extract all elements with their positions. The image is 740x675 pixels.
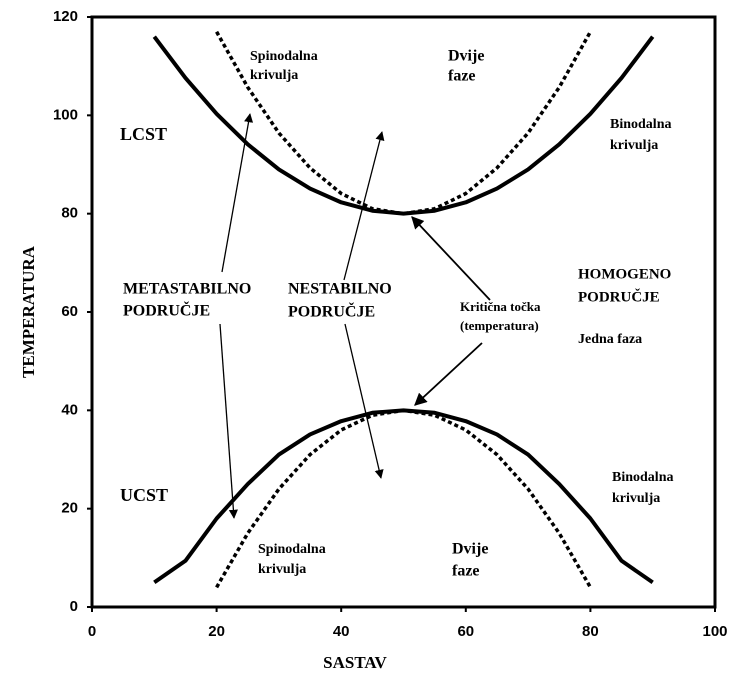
y-tick-label: 80 xyxy=(61,205,78,222)
annotation: faze xyxy=(448,68,476,85)
annotation: faze xyxy=(452,563,480,580)
arrow xyxy=(344,323,384,479)
annotation: Spinodalna xyxy=(258,542,326,557)
y-tick-label: 40 xyxy=(61,401,78,418)
x-axis-label: SASTAV xyxy=(323,653,387,672)
annotation: NESTABILNO xyxy=(288,281,392,298)
annotation: PODRUČJE xyxy=(123,301,210,320)
annotation: krivulja xyxy=(258,562,306,577)
annotation: krivulja xyxy=(250,68,298,83)
x-tick-label: 100 xyxy=(702,623,727,640)
arrow xyxy=(219,323,238,519)
annotation: Binodalna xyxy=(610,117,671,132)
annotation: krivulja xyxy=(610,138,658,153)
annotation: krivulja xyxy=(612,491,660,506)
annotation: Dvije xyxy=(452,541,488,558)
annotation: Kritična točka xyxy=(460,299,541,314)
y-tick-label: 120 xyxy=(53,8,78,25)
annotation: Jedna faza xyxy=(578,332,642,347)
annotation: HOMOGENO xyxy=(578,266,671,282)
y-axis-label: TEMPERATURA xyxy=(19,245,38,378)
annotation: Spinodalna xyxy=(250,49,318,64)
arrow xyxy=(411,216,491,301)
curve xyxy=(152,35,655,216)
arrow xyxy=(414,342,483,406)
x-tick-label: 0 xyxy=(88,623,96,640)
annotation: Dvije xyxy=(448,48,484,65)
x-tick-label: 20 xyxy=(208,623,225,640)
annotation: (temperatura) xyxy=(460,318,539,333)
y-tick-label: 0 xyxy=(70,598,78,615)
x-tick-label: 60 xyxy=(457,623,474,640)
annotation: UCST xyxy=(120,485,168,505)
annotation: PODRUČJE xyxy=(288,302,375,321)
x-tick-label: 40 xyxy=(333,623,350,640)
annotation: METASTABILNO xyxy=(123,281,251,298)
x-tick-label: 80 xyxy=(582,623,599,640)
curve xyxy=(215,30,592,216)
curve xyxy=(153,408,654,585)
y-tick-label: 20 xyxy=(61,500,78,517)
y-tick-label: 100 xyxy=(53,106,78,123)
y-tick-label: 60 xyxy=(61,303,78,320)
curve xyxy=(215,408,592,589)
arrow xyxy=(221,113,254,273)
annotation: PODRUČJE xyxy=(578,288,660,305)
annotation: LCST xyxy=(120,124,167,144)
annotation: Binodalna xyxy=(612,470,673,485)
